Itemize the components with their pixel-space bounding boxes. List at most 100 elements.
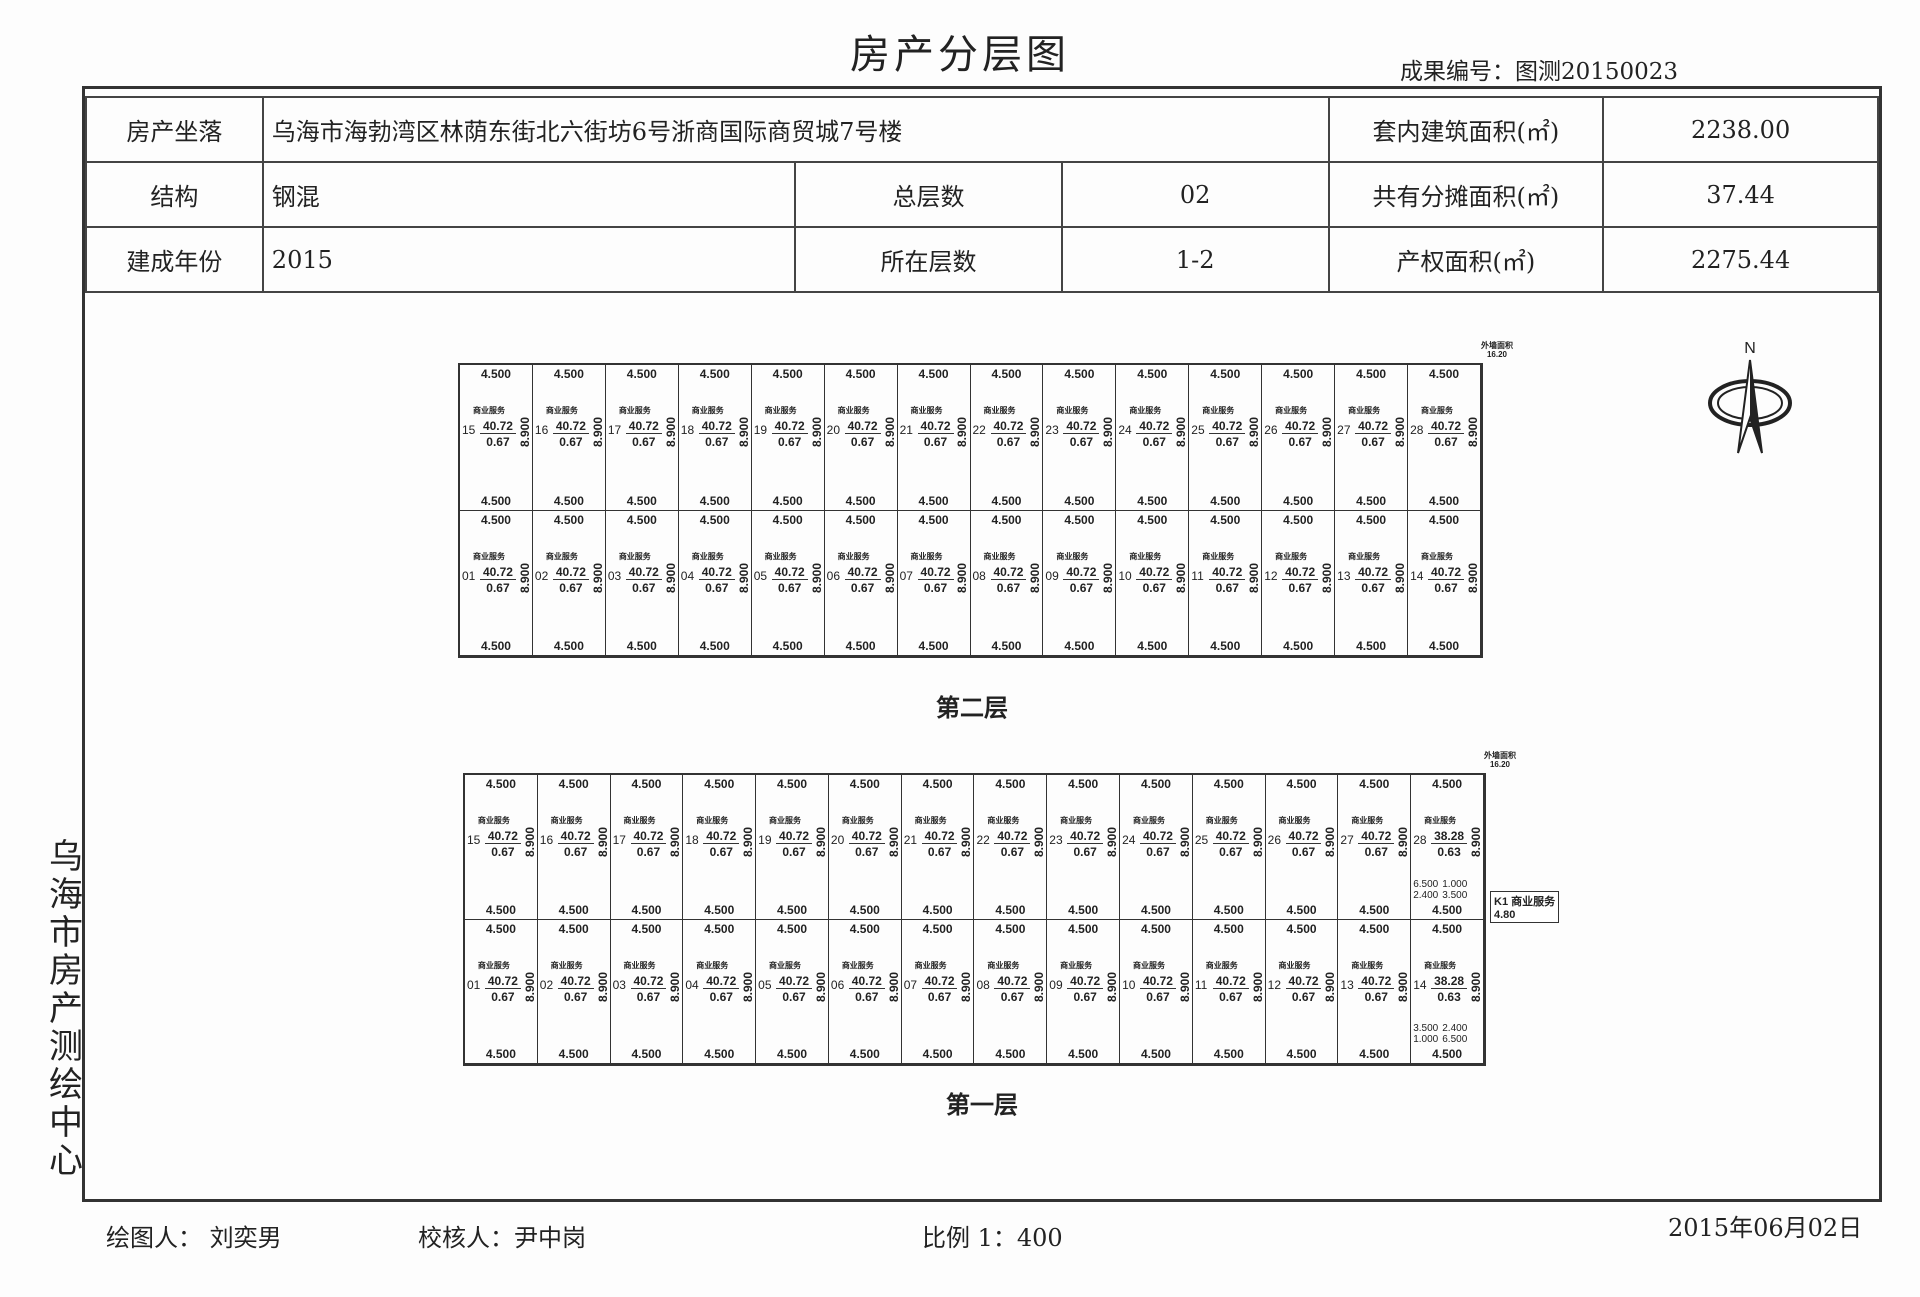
unit-width-bottom: 4.500 (704, 902, 735, 917)
unit-depth: 8.900 (813, 971, 828, 1002)
unit-width-bottom: 4.500 (1068, 1047, 1099, 1061)
unit-area: 40.72 (703, 974, 740, 989)
unit-cell: 4.500 商业服务 09 40.72 0.67 8.900 4.500 (1047, 919, 1121, 1064)
unit-area: 40.72 (1063, 565, 1100, 580)
unit-shared-area: 0.67 (1142, 435, 1166, 449)
unit-width-bottom: 4.500 (845, 493, 876, 508)
unit-width-bottom: 4.500 (699, 493, 730, 508)
unit-area: 40.72 (848, 829, 885, 844)
unit-use: 商业服务 (623, 960, 656, 970)
unit-use: 商业服务 (914, 960, 947, 970)
unit-shared-area: 0.67 (923, 435, 948, 449)
unit-number: 08 (976, 977, 990, 992)
unit-depth: 8.900 (1177, 971, 1192, 1002)
unit-use: 商业服务 (1351, 960, 1384, 970)
unit-width-bottom: 4.500 (1359, 902, 1390, 917)
unit-cell: 4.500 商业服务 12 40.72 0.67 8.900 4.500 (1265, 919, 1339, 1064)
unit-width-top: 4.500 (480, 367, 511, 381)
unit-width-top: 4.500 (772, 512, 803, 527)
unit-area: 40.72 (480, 419, 516, 434)
unit-width-top: 4.500 (485, 921, 516, 936)
unit-number: 22 (972, 423, 986, 437)
unit-use: 商业服务 (1060, 960, 1093, 970)
drawing-frame (82, 86, 1882, 1202)
unit-cell: 4.500 商业服务 23 40.72 0.67 8.900 4.500 (1047, 775, 1121, 920)
unit-area: 40.72 (771, 419, 808, 434)
unit-width-bottom: 4.500 (1429, 639, 1460, 653)
unit-area: 40.72 (917, 565, 954, 580)
unit-use: 商业服务 (1129, 551, 1162, 561)
unit-use: 商业服务 (1421, 551, 1454, 561)
unit-width-bottom: 4.500 (1213, 1047, 1244, 1061)
unit-cell: 4.500 商业服务 04 40.72 0.67 8.900 4.500 (683, 919, 757, 1064)
unit-shared-area: 0.67 (850, 580, 875, 595)
unit-shared-area: 0.67 (632, 580, 656, 595)
unit-depth: 8.900 (1465, 416, 1480, 448)
unit-cell: 4.500 商业服务 25 40.72 0.67 8.900 4.500 (1192, 775, 1266, 920)
unit-area: 40.72 (1136, 565, 1173, 580)
unit-width-bottom: 4.500 (1213, 902, 1244, 917)
unit-depth: 8.900 (955, 416, 970, 448)
floor-range-value: 1-2 (1060, 226, 1330, 293)
unit-use: 商业服务 (914, 816, 947, 825)
unit-area: 40.72 (1355, 419, 1392, 434)
unit-cell: 4.500 商业服务 10 40.72 0.67 8.900 4.500 (1116, 510, 1190, 656)
north-arrow-icon: N (1705, 340, 1795, 462)
unit-cell: 4.500 商业服务 05 40.72 0.67 8.900 4.500 (751, 510, 825, 656)
unit-area: 40.72 (1136, 419, 1173, 434)
unit-width-top: 4.500 (991, 512, 1022, 527)
unit-shared-area: 0.67 (1069, 580, 1094, 595)
unit-number: 05 (758, 977, 772, 992)
unit-use: 商业服务 (618, 551, 651, 561)
unit-use: 商业服务 (910, 551, 943, 561)
unit-use: 商业服务 (837, 551, 870, 561)
unit-depth: 8.900 (1320, 416, 1335, 448)
checker: 校核人：尹中岗 (418, 1224, 586, 1252)
unit-shared-area: 0.67 (563, 989, 588, 1004)
unit-use: 商业服务 (764, 406, 797, 415)
unit-width-bottom: 4.500 (922, 1047, 953, 1061)
unit-number: 28 (1413, 833, 1427, 847)
unit-number: 20 (826, 423, 840, 437)
unit-depth: 8.900 (1247, 416, 1262, 448)
unit-width-bottom: 4.500 (1286, 902, 1317, 917)
unit-shared-area: 0.67 (636, 845, 661, 859)
unit-shared-area: 0.67 (1000, 989, 1025, 1004)
unit-width-bottom: 4.500 (1064, 493, 1095, 508)
shared-area-value: 37.44 (1602, 161, 1879, 228)
unit-width-bottom: 4.500 (558, 902, 589, 917)
unit-use: 商业服务 (769, 816, 802, 825)
unit-cell: 4.500 商业服务 24 40.72 0.67 8.900 4.500 (1116, 365, 1190, 511)
unit-depth: 8.900 (809, 416, 824, 448)
unit-depth: 8.900 (1393, 562, 1408, 593)
unit-shared-area: 0.67 (1069, 435, 1094, 449)
unit-shared-area: 0.67 (636, 989, 661, 1004)
unit-shared-area: 0.67 (1364, 989, 1388, 1004)
unit-depth: 8.900 (1105, 826, 1120, 858)
unit-depth: 8.900 (1323, 826, 1338, 858)
unit-area: 40.72 (1358, 829, 1395, 844)
unit-use: 商业服务 (1056, 551, 1089, 561)
unit-width-bottom: 4.500 (1283, 493, 1314, 508)
unit-shared-area: 0.67 (1142, 580, 1166, 595)
unit-depth: 8.900 (663, 416, 678, 448)
unit-depth: 8.900 (1101, 416, 1116, 448)
unit-cell: 4.500 商业服务 22 40.72 0.67 8.900 4.500 (970, 365, 1044, 511)
unit-width-top: 4.500 (1064, 367, 1095, 381)
unit-cell: 4.500 商业服务 07 40.72 0.67 8.900 4.500 (901, 919, 975, 1064)
unit-grid: 4.500 商业服务 15 40.72 0.67 8.900 4.500 4.500 商业服务 1… (458, 363, 1483, 658)
unit-shared-area: 0.67 (486, 435, 510, 449)
unit-shared-area: 0.67 (705, 580, 729, 595)
unit-width-bottom: 4.500 (1140, 1047, 1171, 1061)
unit-width-bottom: 4.500 (845, 639, 876, 653)
unit-number: 21 (899, 423, 913, 437)
unit-cell: 4.500 商业服务 16 40.72 0.67 8.900 4.500 (537, 775, 611, 920)
unit-width-bottom: 4.500 (772, 493, 803, 508)
unit-area: 38.28 (1431, 974, 1467, 989)
unit-depth: 8.900 (882, 416, 897, 448)
unit-number: 25 (1191, 423, 1205, 437)
unit-width-top: 4.500 (704, 777, 735, 791)
unit-width-bottom: 4.500 (918, 639, 949, 653)
unit-use: 商业服务 (1205, 816, 1238, 825)
document-title: 房产分层图 (850, 32, 1070, 78)
